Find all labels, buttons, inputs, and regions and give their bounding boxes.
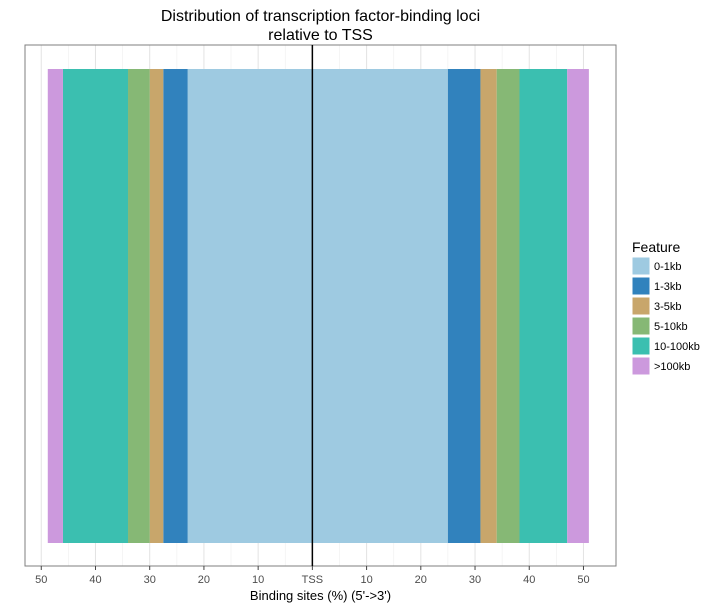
- legend-label: >100kb: [654, 361, 690, 373]
- bar-upstream-2: [163, 69, 188, 543]
- bar-downstream-3: [480, 69, 497, 543]
- x-tick-label: TSS: [302, 574, 323, 586]
- x-axis-label: Binding sites (%) (5'->3'): [250, 588, 391, 603]
- bar-downstream-2: [447, 69, 481, 543]
- x-tick-label: 40: [89, 574, 101, 586]
- legend-label: 0-1kb: [654, 261, 682, 273]
- chart-subtitle: relative to TSS: [268, 27, 373, 44]
- x-tick-label: 10: [252, 574, 264, 586]
- legend-swatch: [631, 356, 651, 376]
- legend-swatch: [631, 296, 651, 316]
- bar-upstream-1: [187, 69, 313, 543]
- bar-downstream-4: [496, 69, 520, 543]
- legend-label: 1-3kb: [654, 281, 682, 293]
- x-tick-label: 40: [523, 574, 535, 586]
- legend-title: Feature: [632, 239, 680, 255]
- legend-swatch: [631, 336, 651, 356]
- chart-title: Distribution of transcription factor-bin…: [161, 8, 480, 25]
- legend-swatch: [631, 256, 651, 276]
- x-tick-label: 50: [577, 574, 589, 586]
- legend-label: 5-10kb: [654, 321, 688, 333]
- legend-label: 3-5kb: [654, 301, 682, 313]
- x-tick-label: 20: [198, 574, 210, 586]
- bar-upstream-6: [47, 69, 63, 543]
- legend-swatch: [631, 316, 651, 336]
- bar-downstream-5: [519, 69, 568, 543]
- x-tick-label: 10: [360, 574, 372, 586]
- bar-upstream-4: [128, 69, 150, 543]
- legend: Feature 0-1kb 1-3kb 3-5kb 5-10kb 10-100kb >10…: [631, 239, 700, 376]
- x-tick-label: 50: [35, 574, 47, 586]
- x-tick-label: 20: [415, 574, 427, 586]
- x-tick-label: 30: [144, 574, 156, 586]
- bar-upstream-5: [62, 69, 129, 543]
- legend-swatch: [631, 276, 651, 296]
- bar-downstream-1: [312, 69, 448, 543]
- bar-upstream-3: [149, 69, 164, 543]
- bars-layer: [47, 69, 589, 543]
- plot-panel-border: [24, 44, 617, 567]
- bar-downstream-6: [567, 69, 589, 543]
- legend-label: 10-100kb: [654, 341, 700, 353]
- x-tick-label: 30: [469, 574, 481, 586]
- x-axis-ticks: 50 40 30 20 10 TSS 10 20 30 40 50: [35, 566, 590, 586]
